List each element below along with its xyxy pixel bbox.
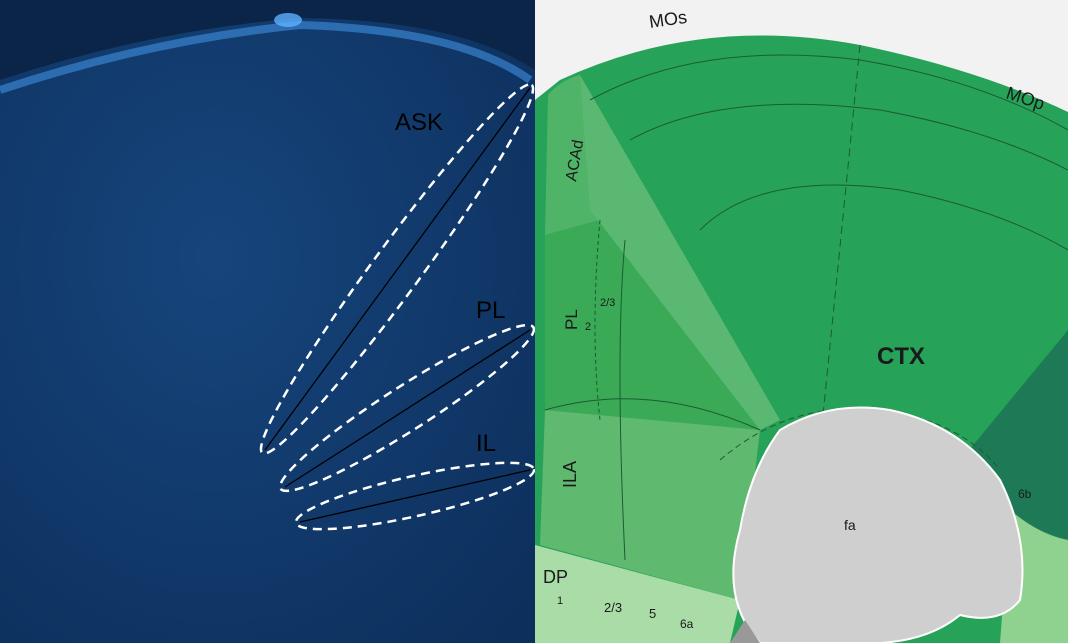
atlas-label: 2/3 (600, 297, 615, 309)
atlas-label: 2/3 (604, 600, 622, 615)
atlas-label: PL (562, 309, 581, 330)
atlas-label: 6b (1018, 487, 1032, 501)
atlas-label: 2 (585, 321, 591, 333)
atlas-label: 6a (680, 617, 694, 631)
atlas-label: 1 (557, 595, 563, 607)
microscopy-panel: ASK PL IL (0, 0, 551, 643)
region-label: PL (476, 297, 505, 324)
region-label: ASK (395, 109, 443, 136)
bright-spot (274, 13, 302, 27)
atlas-label: DP (543, 567, 568, 587)
atlas-label: fa (844, 517, 856, 533)
atlas-label: ILA (560, 461, 580, 488)
atlas-label: 5 (649, 606, 656, 621)
figure: ASKPLIL MOsMOpACAdPL22/3CTXILADP12/356a6… (0, 0, 1068, 643)
tissue-background (0, 0, 535, 643)
atlas-label: CTX (877, 343, 925, 370)
region-label: IL (476, 430, 496, 457)
